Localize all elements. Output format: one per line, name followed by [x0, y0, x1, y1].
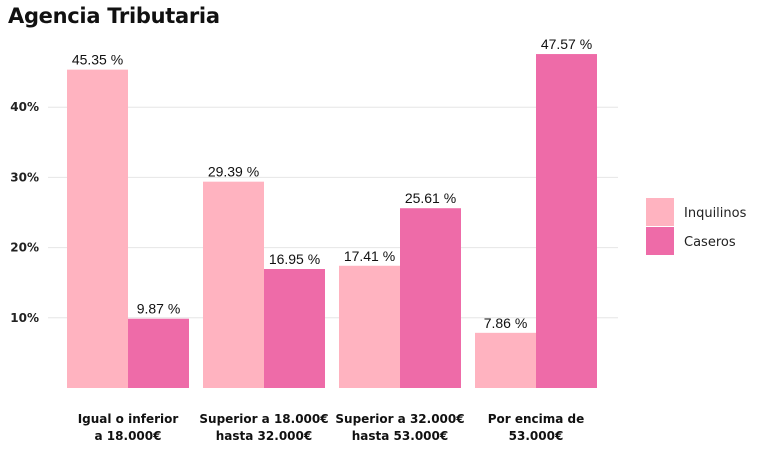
bar-inquilinos-4 — [475, 332, 536, 388]
data-label: 25.61 % — [405, 190, 456, 206]
bars — [67, 54, 597, 389]
x-tick-label: hasta 32.000€ — [216, 429, 312, 443]
y-tick-label: 40% — [10, 100, 39, 114]
bar-inquilinos-1 — [67, 69, 128, 388]
data-labels: 45.35 % 29.39 % 17.41 % 7.86 % 9.87 % 16.95 %… — [72, 36, 592, 331]
bar-caseros-3 — [400, 208, 461, 388]
bar-inquilinos-2 — [203, 181, 264, 388]
legend-label-caseros: Caseros — [684, 235, 736, 250]
x-tick-label: Por encima de — [488, 412, 585, 426]
data-label: 7.86 % — [484, 315, 528, 331]
chart-title: Agencia Tributaria — [8, 4, 220, 28]
legend-label-inquilinos: Inquilinos — [684, 206, 747, 221]
y-tick-label: 30% — [10, 170, 39, 184]
bar-caseros-4 — [536, 54, 597, 389]
x-axis: Igual o inferior a 18.000€ Superior a 18.0… — [78, 412, 585, 443]
x-tick-label: hasta 53.000€ — [352, 429, 448, 443]
x-tick-label: a 18.000€ — [95, 429, 162, 443]
legend-swatch-inquilinos — [646, 198, 674, 226]
x-tick-label: Superior a 32.000€ — [335, 412, 464, 426]
y-tick-label: 10% — [10, 311, 39, 325]
x-tick-label: Igual o inferior — [78, 412, 179, 426]
y-tick-label: 20% — [10, 241, 39, 255]
data-label: 17.41 % — [344, 248, 395, 264]
data-label: 29.39 % — [208, 164, 259, 180]
legend: Inquilinos Caseros — [646, 198, 747, 255]
data-label: 9.87 % — [137, 301, 181, 317]
data-label: 16.95 % — [269, 251, 320, 267]
data-label: 45.35 % — [72, 52, 123, 68]
gridlines — [48, 106, 618, 319]
x-tick-label: 53.000€ — [509, 429, 564, 443]
bar-caseros-2 — [264, 269, 325, 388]
data-label: 47.57 % — [541, 36, 592, 52]
legend-swatch-caseros — [646, 227, 674, 255]
x-tick-label: Superior a 18.000€ — [199, 412, 328, 426]
bar-inquilinos-3 — [339, 265, 400, 388]
y-axis: 10% 20% 30% 40% — [10, 100, 39, 325]
bar-caseros-1 — [128, 318, 189, 388]
